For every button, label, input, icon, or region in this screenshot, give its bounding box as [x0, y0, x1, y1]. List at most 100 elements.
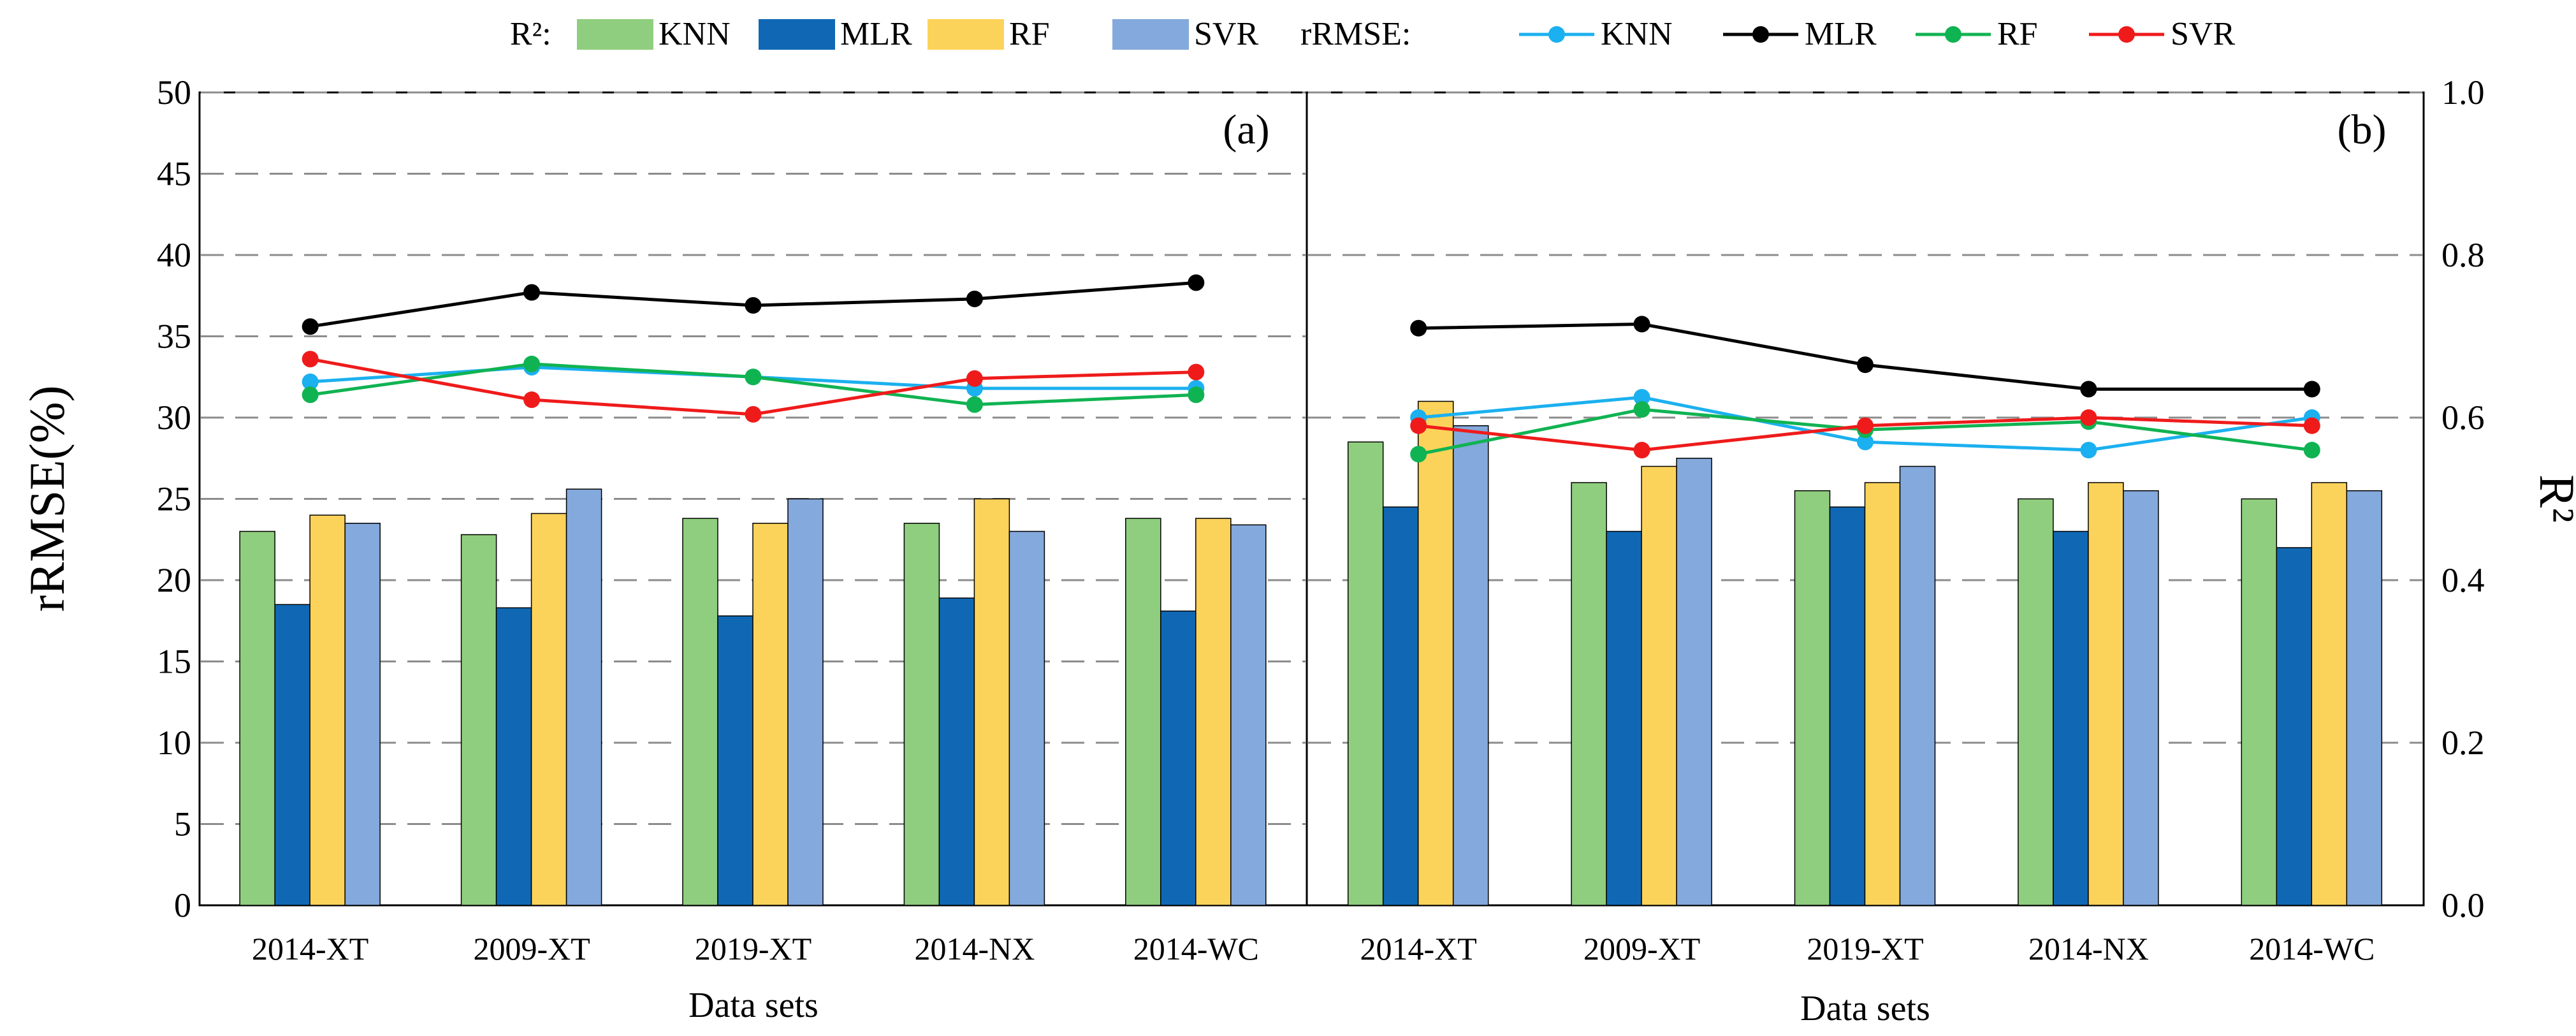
point-mlr [745, 297, 762, 314]
point-svr [745, 405, 762, 423]
legend-r2-items: KNN MLR RF SVR [577, 16, 1258, 52]
point-svr [1857, 417, 1874, 434]
legend-label-mlr: MLR [1805, 16, 1877, 52]
point-rf [1188, 386, 1205, 404]
point-svr [966, 370, 983, 387]
y-axis-title-left: rRMSE(%) [19, 385, 75, 611]
bar-rf [2088, 482, 2124, 906]
bar-knn [2241, 498, 2278, 906]
point-svr [302, 351, 319, 368]
y-tick-label: 35 [157, 317, 191, 356]
bar-svr [787, 498, 824, 906]
legend-swatch-knn [577, 19, 653, 50]
y-tick-label: 30 [157, 398, 191, 437]
bar-svr [565, 488, 602, 906]
y-tick-label: 15 [157, 643, 191, 681]
bar-svr [1230, 524, 1267, 906]
bar-svr [1899, 465, 1936, 906]
bar-mlr [938, 597, 975, 906]
point-rf [2303, 442, 2320, 458]
bar-svr [1676, 458, 1712, 906]
legend: R²: KNN MLR RF SVR rRMSE: KNN MLR RF SVR [510, 16, 2235, 52]
bar-svr [344, 523, 381, 906]
bar-mlr [1160, 610, 1197, 906]
legend-r2-prefix: R²: [510, 16, 551, 52]
point-mlr [1410, 319, 1427, 337]
y-tick-label: 50 [157, 73, 191, 112]
point-svr [1633, 442, 1650, 458]
bar-mlr [274, 604, 310, 906]
line-marks [302, 274, 2320, 463]
bar-marks [239, 400, 2383, 906]
legend-label-knn: KNN [1601, 16, 1673, 52]
point-mlr [1633, 316, 1650, 333]
panel-b-xlabel: Data sets [1800, 989, 1930, 1028]
legend-label-rf: RF [1009, 16, 1050, 52]
y-tick-label: 1.0 [2441, 73, 2485, 112]
point-svr [1188, 363, 1205, 381]
bar-mlr [1606, 530, 1642, 906]
legend-label-svr: SVR [1194, 16, 1258, 52]
point-rf [966, 396, 983, 413]
y-tick-label: 0.4 [2441, 561, 2485, 599]
legend-swatch-mlr [759, 19, 835, 50]
bar-svr [1008, 530, 1045, 906]
point-knn [302, 373, 319, 390]
bar-svr [2346, 490, 2383, 906]
bar-mlr [2276, 547, 2313, 906]
x-tick-label: 2014-NX [2028, 931, 2149, 967]
legend-rrmse-items: KNN MLR RF SVR [1519, 16, 2235, 52]
y-tick-label: 20 [157, 561, 191, 599]
legend-marker-mlr [1752, 26, 1769, 43]
bar-knn [239, 530, 275, 906]
panel-b-label: (b) [2338, 106, 2387, 153]
bar-knn [1347, 441, 1384, 906]
y-tick-label: 45 [157, 155, 191, 193]
y-tick-label: 10 [157, 724, 191, 762]
panel-a-label: (a) [1223, 106, 1269, 153]
point-svr [1410, 417, 1427, 434]
legend-label-mlr: MLR [840, 16, 912, 52]
point-mlr [1857, 356, 1874, 374]
point-knn [1857, 434, 1874, 451]
legend-marker-knn [1548, 26, 1565, 43]
legend-swatch-rf [928, 19, 1004, 50]
legend-swatch-svr [1112, 19, 1189, 50]
legend-rrmse-prefix: rRMSE: [1300, 16, 1411, 52]
bar-knn [2018, 498, 2054, 906]
bar-mlr [495, 607, 532, 906]
bar-svr [2123, 490, 2159, 906]
point-knn [1633, 389, 1650, 406]
bar-knn [1571, 482, 1607, 906]
legend-label-rf: RF [1997, 16, 2038, 52]
point-mlr [966, 290, 983, 307]
x-tick-label: 2014-XT [1360, 931, 1477, 967]
bar-knn [1794, 490, 1831, 906]
bar-rf [1195, 518, 1232, 906]
bar-rf [1864, 482, 1901, 906]
legend-label-knn: KNN [659, 16, 731, 52]
legend-label-svr: SVR [2171, 16, 2235, 52]
x-tick-label: 2014-WC [2249, 931, 2375, 967]
point-mlr [1188, 274, 1205, 291]
point-rf [745, 368, 762, 386]
point-svr [523, 391, 541, 408]
bar-rf [1417, 400, 1454, 906]
bar-mlr [717, 615, 753, 906]
bar-rf [309, 514, 346, 906]
bar-rf [973, 498, 1010, 906]
y-tick-label: 40 [157, 236, 191, 274]
panel-a-xlabel: Data sets [688, 986, 819, 1025]
bar-knn [903, 523, 940, 906]
y-tick-label: 5 [174, 805, 191, 843]
bar-mlr [1382, 506, 1419, 906]
x-tick-label: 2019-XT [695, 931, 811, 967]
point-rf [1410, 446, 1427, 463]
point-mlr [302, 318, 319, 335]
point-mlr [2303, 381, 2320, 398]
y-tick-label: 25 [157, 480, 191, 518]
point-rf [523, 355, 541, 372]
legend-marker-svr [2118, 26, 2135, 43]
